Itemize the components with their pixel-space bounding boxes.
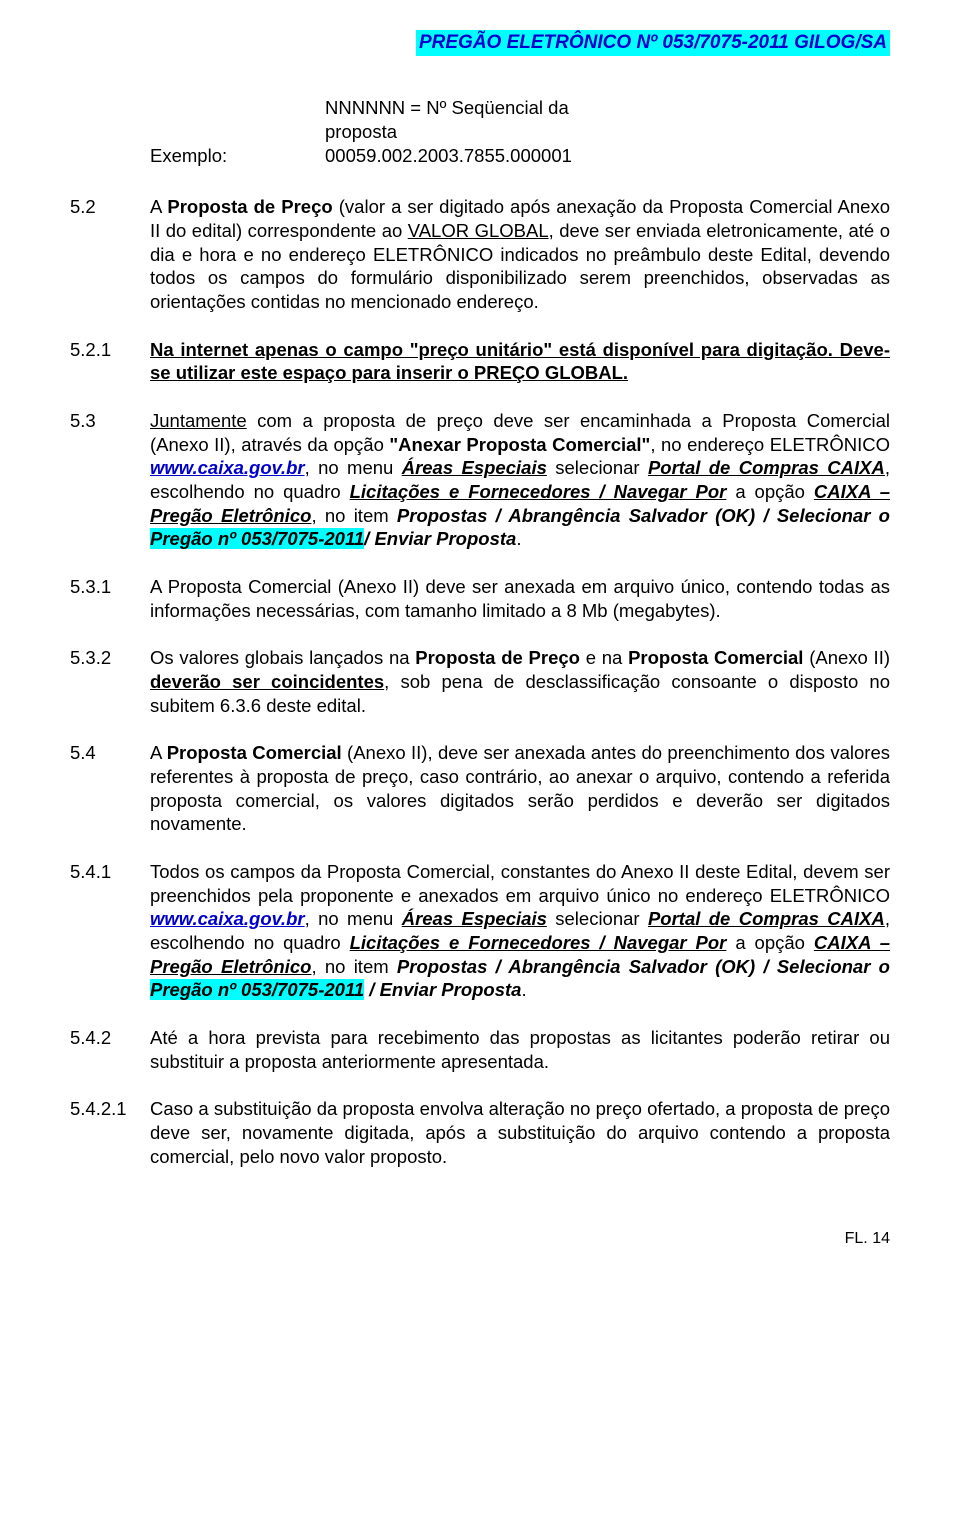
section-body: A Proposta de Preço (valor a ser digitad… bbox=[150, 195, 890, 313]
text-bold: Proposta de Preço bbox=[167, 196, 332, 217]
section-number: 5.2 bbox=[70, 195, 150, 313]
text-bold: "Anexar Proposta Comercial" bbox=[389, 434, 650, 455]
page-header: PREGÃO ELETRÔNICO Nº 053/7075-2011 GILOG… bbox=[70, 30, 890, 56]
section-5-4-2-1: 5.4.2.1 Caso a substituição da proposta … bbox=[70, 1097, 890, 1168]
section-body: Juntamente com a proposta de preço deve … bbox=[150, 409, 890, 551]
link-caixa[interactable]: www.caixa.gov.br bbox=[150, 908, 305, 929]
text-bold-italic: / Enviar Proposta bbox=[364, 528, 516, 549]
footer-label: FL. bbox=[845, 1230, 868, 1247]
text: selecionar bbox=[547, 457, 648, 478]
text: Os valores globais lançados na bbox=[150, 647, 415, 668]
text: A Proposta Comercial (Anexo II) deve ser… bbox=[150, 576, 890, 621]
section-5-4: 5.4 A Proposta Comercial (Anexo II), dev… bbox=[70, 741, 890, 836]
exemplo-line1: NNNNNN = Nº Seqüencial da bbox=[325, 97, 569, 118]
section-5-4-1: 5.4.1 Todos os campos da Proposta Comerc… bbox=[70, 860, 890, 1002]
text-emphasis: Áreas Especiais bbox=[402, 908, 547, 929]
text: e na bbox=[580, 647, 628, 668]
exemplo-label: Exemplo: bbox=[150, 96, 325, 167]
section-body: A Proposta Comercial (Anexo II), deve se… bbox=[150, 741, 890, 836]
section-number: 5.2.1 bbox=[70, 338, 150, 385]
section-5-3-2: 5.3.2 Os valores globais lançados na Pro… bbox=[70, 646, 890, 717]
document-title: PREGÃO ELETRÔNICO Nº 053/7075-2011 GILOG… bbox=[416, 30, 890, 56]
exemplo-line2: proposta bbox=[325, 121, 397, 142]
section-number: 5.3 bbox=[70, 409, 150, 551]
text-bold-underline: Na internet apenas o campo "preço unitár… bbox=[150, 339, 890, 384]
page-footer: FL. 14 bbox=[70, 1229, 890, 1249]
text: A bbox=[150, 742, 167, 763]
section-body: Na internet apenas o campo "preço unitár… bbox=[150, 338, 890, 385]
text-bold-italic: Propostas / Abrangência Salvador (OK) / … bbox=[397, 956, 890, 977]
exemplo-number: 00059.002.2003.7855.000001 bbox=[325, 145, 572, 166]
section-5-2-1: 5.2.1 Na internet apenas o campo "preço … bbox=[70, 338, 890, 385]
text-bold: Proposta de Preço bbox=[415, 647, 580, 668]
text-emphasis: Portal de Compras CAIXA bbox=[648, 908, 885, 929]
text-highlight: Pregão nº 053/7075-2011 bbox=[150, 979, 364, 1000]
section-number: 5.3.2 bbox=[70, 646, 150, 717]
section-number: 5.3.1 bbox=[70, 575, 150, 622]
text: (Anexo II) bbox=[803, 647, 890, 668]
text-emphasis: Portal de Compras CAIXA bbox=[648, 457, 885, 478]
text-bold-underline: deverão ser coincidentes bbox=[150, 671, 384, 692]
link-caixa[interactable]: www.caixa.gov.br bbox=[150, 457, 305, 478]
text-bold: Proposta Comercial bbox=[167, 742, 342, 763]
text-bold: Proposta Comercial bbox=[628, 647, 803, 668]
section-body: A Proposta Comercial (Anexo II) deve ser… bbox=[150, 575, 890, 622]
text: Até a hora prevista para recebimento das… bbox=[150, 1027, 890, 1072]
text: , no item bbox=[311, 956, 396, 977]
section-number: 5.4.1 bbox=[70, 860, 150, 1002]
text: , no endereço ELETRÔNICO bbox=[650, 434, 890, 455]
text-emphasis: Licitações e Fornecedores / Navegar Por bbox=[350, 932, 727, 953]
text: a opção bbox=[726, 481, 814, 502]
section-body: Todos os campos da Proposta Comercial, c… bbox=[150, 860, 890, 1002]
text-highlight: Pregão nº 053/7075-2011 bbox=[150, 528, 364, 549]
exemplo-value: NNNNNN = Nº Seqüencial da proposta 00059… bbox=[325, 96, 572, 167]
text: , no menu bbox=[305, 908, 402, 929]
text: a opção bbox=[726, 932, 814, 953]
text-emphasis: Licitações e Fornecedores / Navegar Por bbox=[350, 481, 727, 502]
text: . bbox=[521, 979, 526, 1000]
text-emphasis: Áreas Especiais bbox=[402, 457, 547, 478]
section-body: Até a hora prevista para recebimento das… bbox=[150, 1026, 890, 1073]
exemplo-label-text: Exemplo: bbox=[150, 145, 227, 166]
text-underline: Juntamente bbox=[150, 410, 247, 431]
section-5-3: 5.3 Juntamente com a proposta de preço d… bbox=[70, 409, 890, 551]
footer-page-number: 14 bbox=[872, 1230, 890, 1247]
section-5-3-1: 5.3.1 A Proposta Comercial (Anexo II) de… bbox=[70, 575, 890, 622]
section-number: 5.4.2.1 bbox=[70, 1097, 150, 1168]
section-body: Os valores globais lançados na Proposta … bbox=[150, 646, 890, 717]
section-5-4-2: 5.4.2 Até a hora prevista para recebimen… bbox=[70, 1026, 890, 1073]
text-bold-italic: Propostas / Abrangência Salvador (OK) / … bbox=[397, 505, 890, 526]
text-underline: VALOR GLOBAL bbox=[408, 220, 549, 241]
section-body: Caso a substituição da proposta envolva … bbox=[150, 1097, 890, 1168]
text: A bbox=[150, 196, 167, 217]
text: selecionar bbox=[547, 908, 648, 929]
text: Todos os campos da Proposta Comercial, c… bbox=[150, 861, 890, 906]
text: . bbox=[516, 528, 521, 549]
section-number: 5.4 bbox=[70, 741, 150, 836]
section-number: 5.4.2 bbox=[70, 1026, 150, 1073]
exemplo-block: Exemplo: NNNNNN = Nº Seqüencial da propo… bbox=[150, 96, 890, 167]
text: , no item bbox=[311, 505, 396, 526]
text-bold-italic: / Enviar Proposta bbox=[364, 979, 521, 1000]
text: Caso a substituição da proposta envolva … bbox=[150, 1098, 890, 1166]
section-5-2: 5.2 A Proposta de Preço (valor a ser dig… bbox=[70, 195, 890, 313]
text: , no menu bbox=[305, 457, 402, 478]
